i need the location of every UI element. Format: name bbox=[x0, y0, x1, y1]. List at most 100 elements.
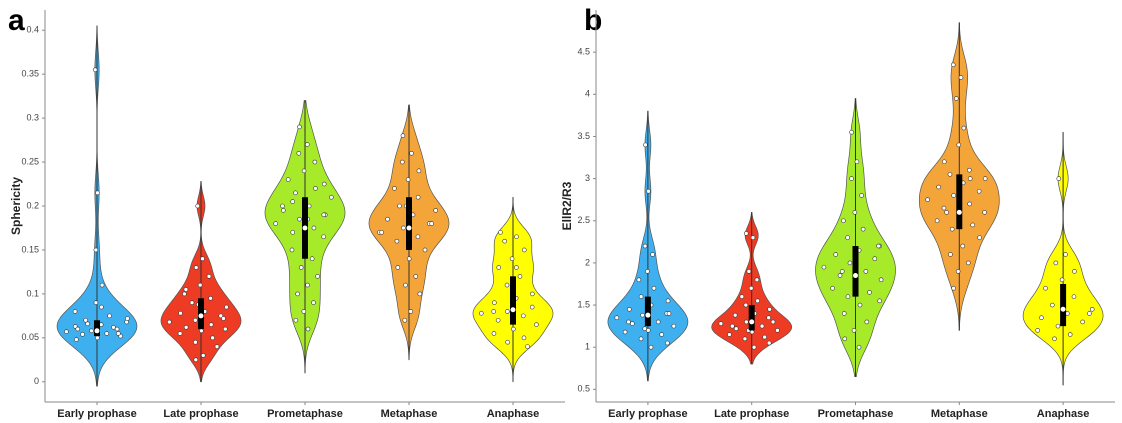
data-point bbox=[967, 167, 972, 173]
data-point bbox=[479, 310, 484, 316]
data-point bbox=[750, 235, 756, 240]
data-point bbox=[1053, 260, 1059, 266]
data-point bbox=[64, 329, 69, 334]
x-tick-label: Metaphase bbox=[931, 408, 988, 420]
data-point bbox=[199, 328, 204, 334]
data-point bbox=[636, 277, 642, 283]
data-point bbox=[982, 210, 987, 215]
data-point bbox=[511, 326, 516, 332]
data-point bbox=[285, 177, 291, 182]
data-point bbox=[1087, 311, 1092, 316]
data-point bbox=[281, 208, 286, 213]
median bbox=[749, 319, 755, 325]
data-point bbox=[313, 186, 318, 191]
y-axis-label: EllR2/R3 bbox=[560, 181, 574, 230]
data-point bbox=[99, 304, 104, 310]
data-point bbox=[842, 336, 848, 342]
y-tick-label: 3 bbox=[585, 173, 590, 183]
data-point bbox=[409, 150, 414, 156]
y-tick-label: 0.05 bbox=[21, 332, 39, 342]
data-point bbox=[630, 321, 635, 326]
data-point bbox=[727, 332, 732, 337]
data-point bbox=[496, 265, 502, 270]
data-point bbox=[622, 329, 628, 335]
data-point bbox=[936, 184, 941, 190]
data-point bbox=[947, 172, 953, 177]
y-tick-label: 0 bbox=[34, 376, 39, 386]
data-point bbox=[751, 344, 757, 350]
data-point bbox=[534, 322, 539, 327]
data-point bbox=[293, 190, 298, 196]
data-point bbox=[759, 323, 765, 329]
data-point bbox=[208, 322, 214, 327]
data-point bbox=[417, 291, 423, 297]
data-point bbox=[290, 230, 296, 235]
data-point bbox=[408, 309, 414, 314]
data-point bbox=[394, 238, 400, 244]
data-point bbox=[876, 243, 881, 249]
data-point bbox=[849, 176, 854, 181]
y-tick-label: 4 bbox=[585, 89, 590, 99]
data-point bbox=[521, 313, 526, 319]
data-point bbox=[182, 291, 187, 297]
data-point bbox=[298, 265, 304, 270]
data-point bbox=[856, 344, 862, 350]
iqr-box bbox=[852, 246, 859, 297]
data-point bbox=[116, 331, 121, 336]
data-point bbox=[955, 269, 961, 274]
median bbox=[1060, 306, 1066, 312]
data-point bbox=[200, 353, 206, 358]
data-point bbox=[754, 277, 760, 283]
data-point bbox=[514, 265, 519, 270]
data-point bbox=[83, 317, 88, 323]
x-tick-label: Prometaphase bbox=[267, 408, 343, 420]
data-point bbox=[183, 287, 189, 292]
data-point bbox=[966, 260, 971, 266]
data-point bbox=[643, 142, 648, 148]
data-point bbox=[967, 176, 973, 181]
data-point bbox=[104, 331, 110, 336]
data-point bbox=[95, 335, 100, 341]
x-tick-label: Anaphase bbox=[487, 408, 540, 420]
data-point bbox=[878, 277, 884, 283]
data-point bbox=[397, 203, 402, 209]
data-point bbox=[755, 298, 760, 304]
data-point bbox=[311, 225, 317, 231]
data-point bbox=[422, 247, 428, 253]
data-point bbox=[967, 201, 972, 207]
y-tick-label: 0.25 bbox=[21, 156, 39, 166]
data-point bbox=[505, 309, 510, 314]
data-point bbox=[1080, 319, 1085, 325]
data-point bbox=[925, 197, 930, 202]
data-point bbox=[413, 274, 419, 279]
data-point bbox=[733, 326, 739, 331]
data-point bbox=[1039, 315, 1044, 320]
data-point bbox=[193, 265, 199, 270]
data-point bbox=[671, 323, 677, 329]
data-point bbox=[401, 225, 406, 231]
data-point bbox=[1055, 323, 1061, 329]
data-point bbox=[851, 328, 857, 333]
data-point bbox=[854, 159, 860, 165]
data-point bbox=[193, 357, 199, 363]
data-point bbox=[960, 243, 966, 249]
median bbox=[956, 209, 962, 215]
data-point bbox=[877, 298, 882, 304]
median bbox=[853, 273, 858, 279]
data-point bbox=[614, 315, 620, 320]
data-point bbox=[766, 315, 771, 320]
data-point bbox=[415, 234, 421, 240]
x-tick-label: Metaphase bbox=[381, 408, 438, 420]
data-point bbox=[74, 337, 79, 342]
data-point bbox=[646, 188, 651, 194]
data-point bbox=[666, 311, 672, 316]
data-point bbox=[221, 316, 226, 321]
data-point bbox=[297, 124, 302, 130]
data-point bbox=[645, 269, 650, 274]
iqr-box bbox=[748, 305, 755, 331]
median bbox=[198, 313, 204, 319]
iqr-box bbox=[510, 276, 516, 325]
data-point bbox=[1035, 328, 1040, 333]
data-point bbox=[857, 302, 863, 308]
data-point bbox=[642, 326, 648, 331]
